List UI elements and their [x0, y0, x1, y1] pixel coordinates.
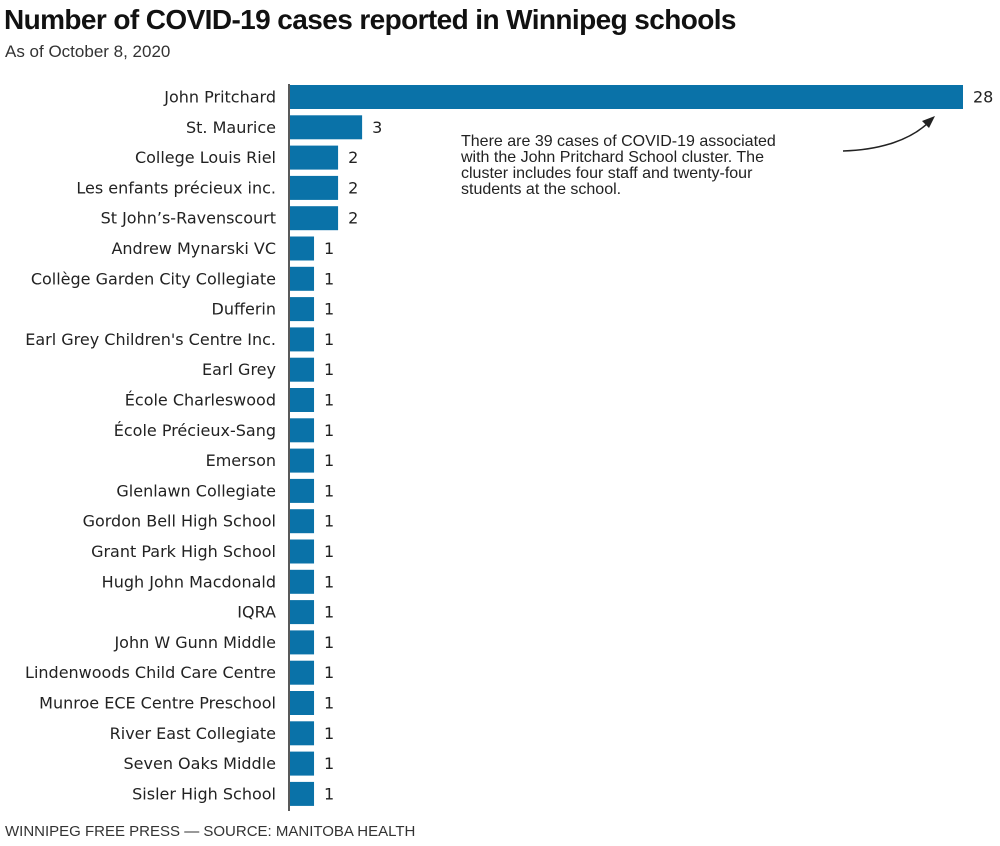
bar [290, 327, 315, 352]
bar [290, 781, 315, 806]
bar [290, 660, 315, 685]
data-label: 1 [324, 633, 334, 652]
bar [290, 721, 315, 746]
category-label: École Charleswood [125, 391, 276, 410]
chart-title: Number of COVID-19 cases reported in Win… [4, 4, 736, 35]
bar [290, 175, 339, 200]
data-label: 2 [348, 148, 358, 167]
category-label: Les enfants précieux inc. [76, 178, 276, 197]
category-label: Gordon Bell High School [83, 512, 276, 531]
data-label: 28 [973, 88, 993, 107]
category-label: College Louis Riel [135, 148, 276, 167]
data-label: 1 [324, 239, 334, 258]
bar [290, 206, 339, 231]
category-label: John W Gunn Middle [113, 633, 276, 652]
data-label: 1 [324, 512, 334, 531]
bar [290, 630, 315, 655]
bar [290, 297, 315, 322]
bar [290, 448, 315, 473]
bar [290, 751, 315, 776]
data-label: 2 [348, 178, 358, 197]
data-label: 1 [324, 784, 334, 803]
source-credit: WINNIPEG FREE PRESS — SOURCE: MANITOBA H… [5, 823, 416, 840]
annotation-arrowhead [922, 116, 935, 128]
data-label: 1 [324, 724, 334, 743]
category-label: Hugh John Macdonald [102, 572, 276, 591]
data-label: 1 [324, 694, 334, 713]
data-label: 1 [324, 391, 334, 410]
annotation-line: There are 39 cases of COVID-19 associate… [461, 133, 776, 150]
annotation-note: There are 39 cases of COVID-19 associate… [461, 134, 841, 198]
chart-subtitle: As of October 8, 2020 [5, 42, 171, 61]
bar [290, 478, 315, 503]
bar [290, 115, 363, 140]
data-label: 1 [324, 451, 334, 470]
data-label: 2 [348, 209, 358, 228]
bar [290, 266, 315, 291]
data-label: 1 [324, 663, 334, 682]
annotation-line: students at the school. [461, 181, 622, 198]
bar [290, 357, 315, 382]
bar [290, 236, 315, 261]
category-label: Andrew Mynarski VC [111, 239, 276, 258]
category-label: Grant Park High School [91, 542, 276, 561]
category-label: Earl Grey [202, 360, 276, 379]
category-label: Collège Garden City Collegiate [31, 269, 276, 288]
category-label: St. Maurice [186, 118, 276, 137]
category-label: Dufferin [212, 300, 277, 319]
data-label: 1 [324, 300, 334, 319]
category-label: IQRA [237, 603, 276, 622]
data-label: 1 [324, 421, 334, 440]
category-label: Munroe ECE Centre Preschool [39, 694, 276, 713]
category-label: John Pritchard [163, 88, 276, 107]
bar [290, 418, 315, 443]
category-label: Lindenwoods Child Care Centre [25, 663, 276, 682]
category-label: St John’s-Ravenscourt [101, 209, 276, 228]
category-label: Glenlawn Collegiate [116, 481, 276, 500]
bar [290, 509, 315, 534]
annotation-arrow [842, 119, 932, 152]
category-label: Sisler High School [132, 784, 276, 803]
data-label: 1 [324, 481, 334, 500]
bar [290, 569, 315, 594]
category-label: École Précieux-Sang [114, 421, 276, 440]
bar [290, 691, 315, 715]
bar [290, 145, 339, 170]
bar [290, 85, 963, 109]
category-label: Emerson [206, 451, 276, 470]
data-label: 1 [324, 269, 334, 288]
annotation-line: cluster includes four staff and twenty-f… [461, 165, 753, 182]
data-label: 1 [324, 360, 334, 379]
bar [290, 539, 315, 564]
data-label: 1 [324, 572, 334, 591]
bar [290, 388, 315, 412]
annotation-line: with the John Pritchard School cluster. … [461, 149, 764, 166]
data-label: 1 [324, 754, 334, 773]
data-label: 1 [324, 542, 334, 561]
category-label: Seven Oaks Middle [124, 754, 276, 773]
data-label: 1 [324, 330, 334, 349]
data-label: 1 [324, 603, 334, 622]
data-label: 3 [372, 118, 382, 137]
category-label: Earl Grey Children's Centre Inc. [25, 330, 276, 349]
bar [290, 600, 315, 625]
category-label: River East Collegiate [110, 724, 276, 743]
